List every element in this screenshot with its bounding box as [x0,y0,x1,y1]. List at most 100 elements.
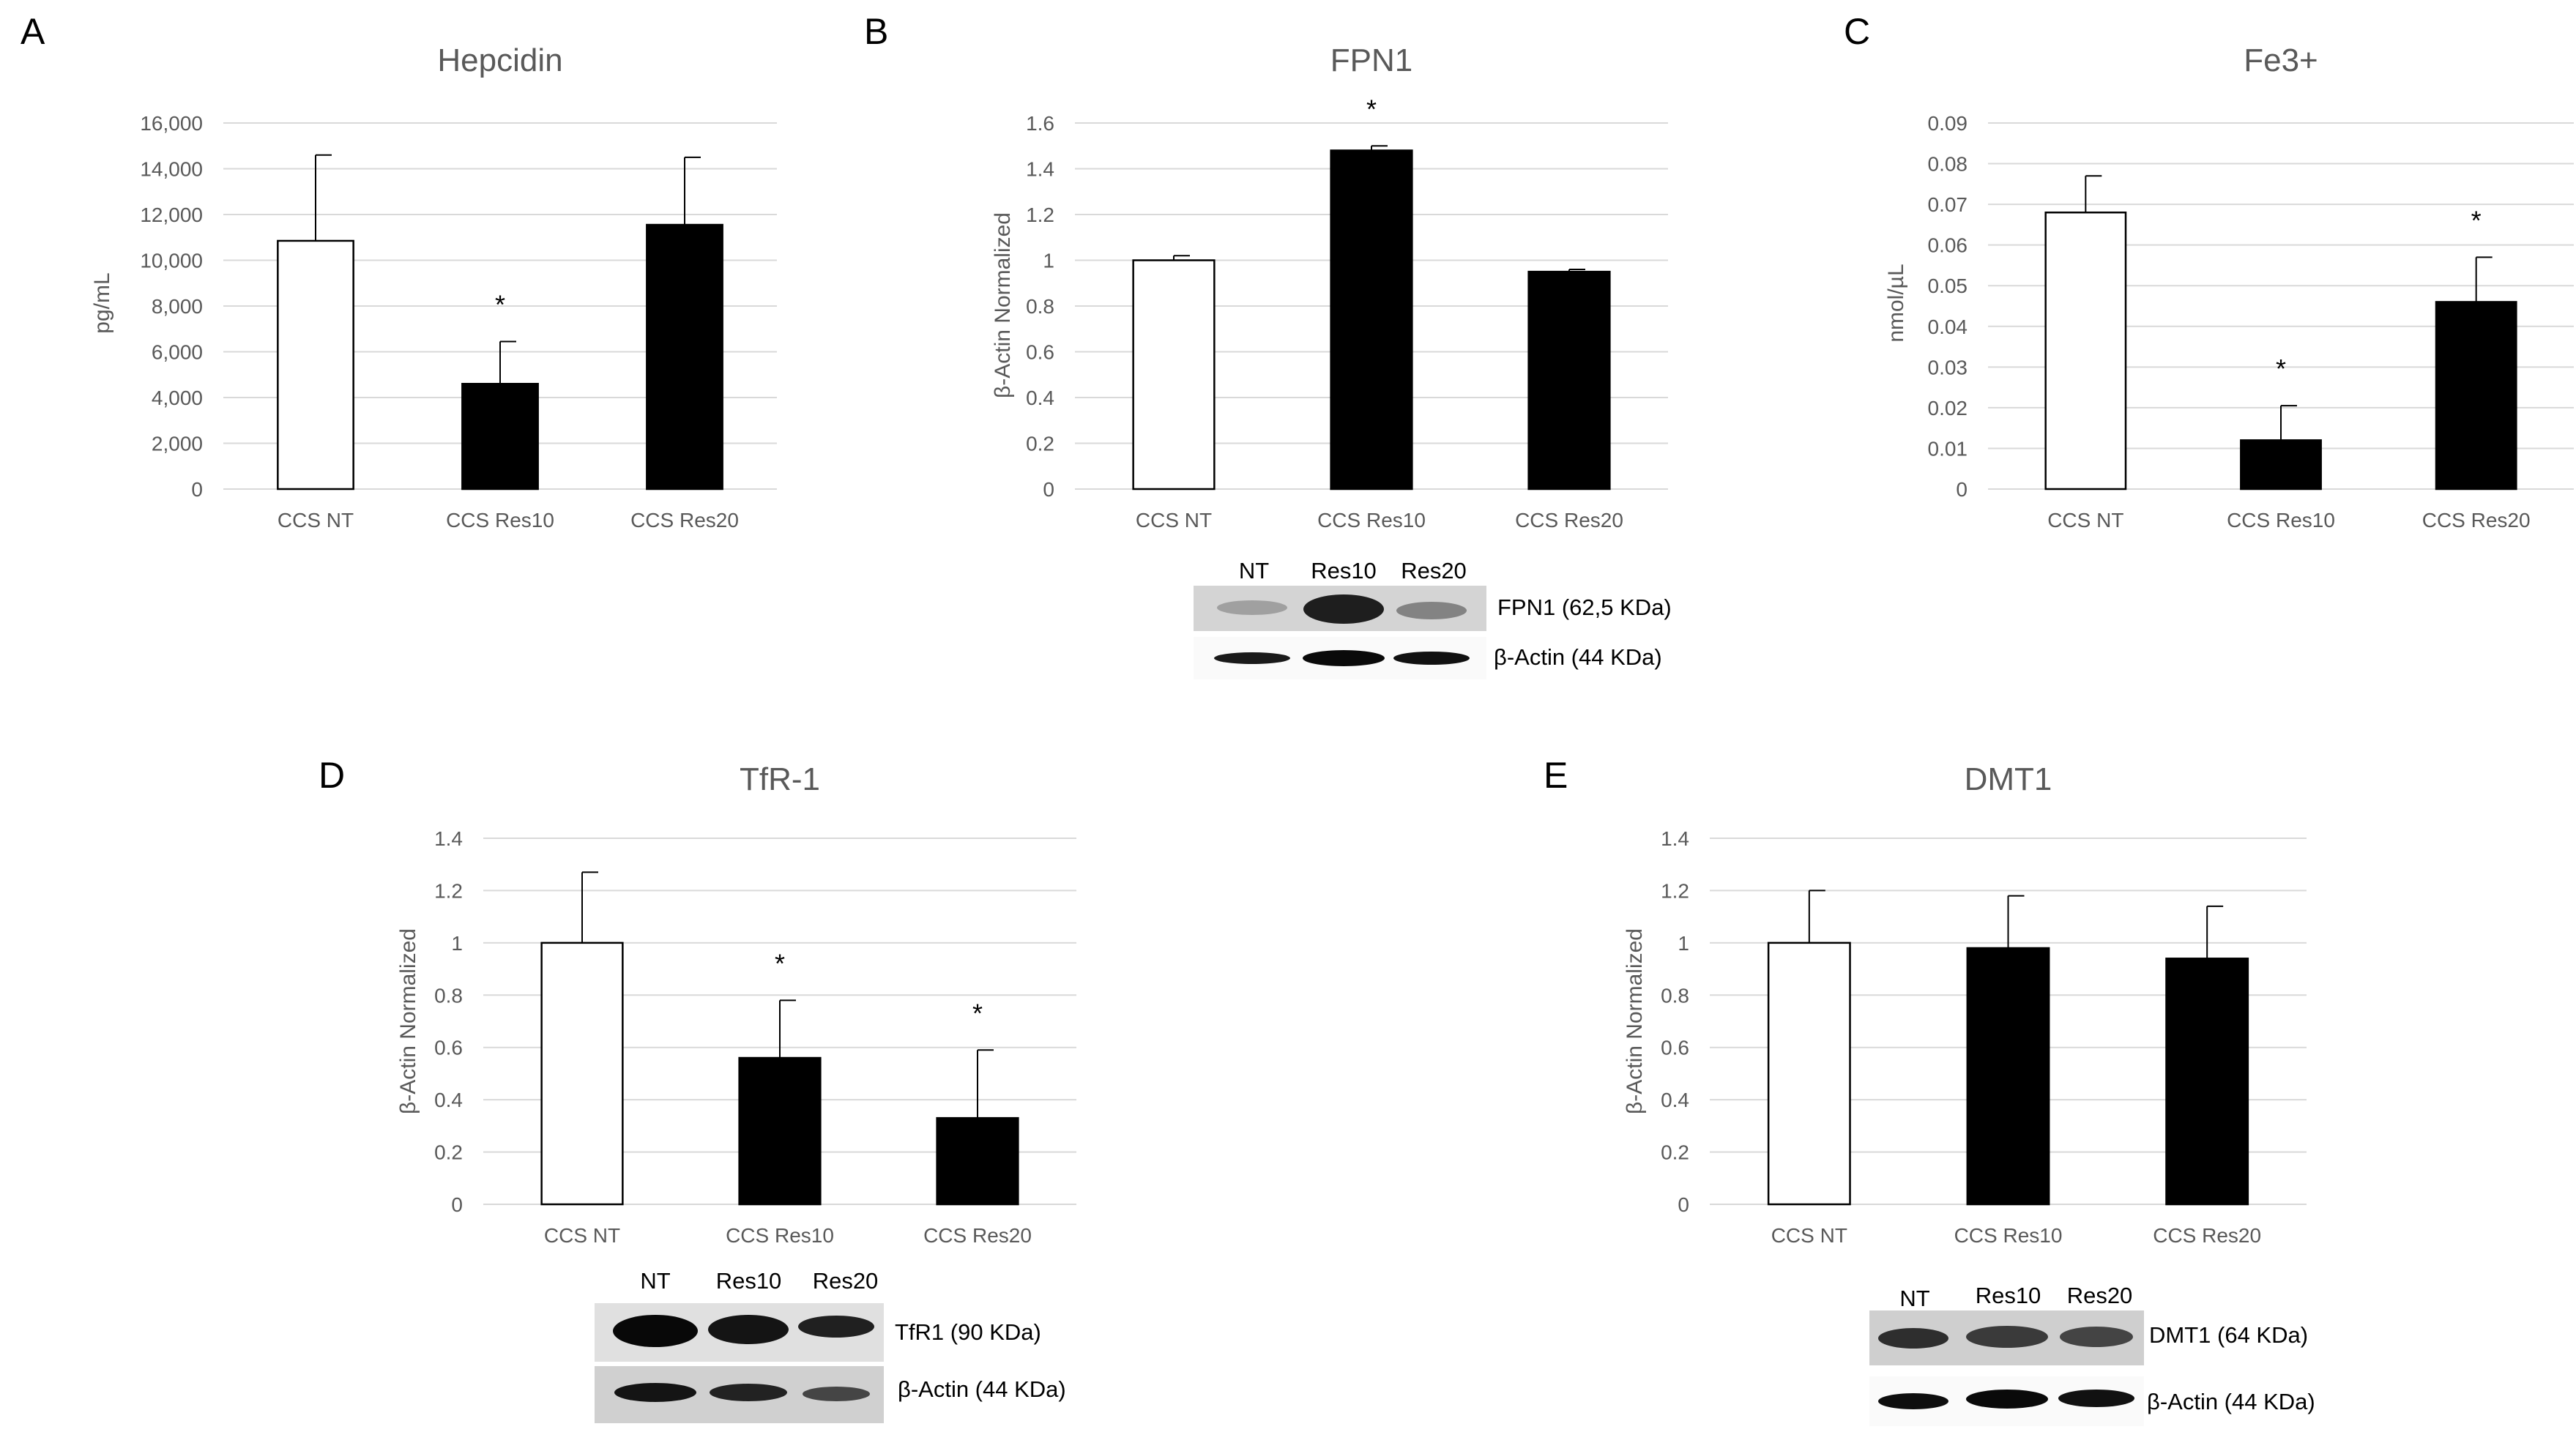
y-tick-label: 0 [191,478,203,501]
significance-marker: * [495,289,505,319]
y-tick-label: 0.4 [1026,387,1054,409]
y-tick-label: 0 [1043,478,1054,501]
chart-title: TfR-1 [740,761,820,797]
blot-lane-label: Res10 [1975,1283,2041,1308]
x-tick-label: CCS NT [2047,509,2123,532]
y-tick-label: 1.4 [434,827,463,850]
x-tick-label: CCS Res20 [1515,509,1623,532]
y-tick-label: 0.08 [1928,153,1968,176]
y-tick-label: 0.2 [1661,1141,1689,1164]
blot-band-label: β-Actin (44 KDa) [1494,644,1662,670]
y-tick-label: 10,000 [140,250,203,272]
y-tick-label: 1 [1678,932,1689,955]
blot-lane-label: Res10 [1311,558,1377,583]
blot-image [1869,1310,2144,1426]
panel-letter: E [1544,755,1568,796]
y-tick-label: 1.6 [1026,112,1054,135]
x-tick-label: CCS Res10 [1317,509,1426,532]
y-tick-label: 1 [451,932,463,955]
blot-lane-label: NT [640,1268,671,1294]
y-tick-label: 0.6 [1661,1037,1689,1059]
bar [1966,947,2050,1206]
y-tick-label: 0.03 [1928,356,1968,378]
panel-letter: C [1844,11,1871,52]
blot-band-label: DMT1 (64 KDa) [2149,1322,2309,1348]
x-tick-label: CCS Res20 [2422,509,2531,532]
bar [2165,958,2249,1206]
blot-image [595,1303,884,1423]
y-tick-label: 1.2 [1026,204,1054,226]
blot-lane-label: NT [1899,1286,1930,1311]
bar [1330,149,1413,491]
bar [1132,259,1216,491]
y-tick-label: 1.2 [1661,879,1689,902]
bar [738,1056,822,1206]
blot-lane-label: Res20 [2066,1283,2133,1308]
x-tick-label: CCS NT [544,1224,620,1247]
x-tick-label: CCS Res10 [2227,509,2335,532]
y-tick-label: 0.2 [434,1141,463,1164]
significance-marker: * [972,998,983,1028]
bar [2044,211,2127,491]
bar [277,239,354,491]
bar [1767,941,1851,1206]
y-tick-label: 0.09 [1928,112,1968,135]
y-tick-label: 0 [451,1193,463,1216]
chart-title: FPN1 [1330,42,1413,78]
x-tick-label: CCS Res10 [446,509,554,532]
y-tick-label: 0.07 [1928,193,1968,216]
y-tick-label: 8,000 [152,295,203,318]
y-tick-label: 1.4 [1661,827,1689,850]
y-tick-label: 1.2 [434,879,463,902]
significance-marker: * [775,948,785,978]
blot-lane-label: Res20 [812,1268,879,1294]
y-tick-label: 0.2 [1026,433,1054,455]
x-tick-label: CCS Res20 [2153,1224,2261,1247]
blot-band-label: β-Actin (44 KDa) [2147,1389,2315,1414]
bar [936,1116,1019,1206]
blot-band-label: β-Actin (44 KDa) [898,1376,1066,1402]
blot-lane-label: Res20 [1401,558,1467,583]
bar [646,223,723,491]
y-tick-label: 0 [1678,1193,1689,1216]
x-tick-label: CCS NT [1771,1224,1847,1247]
x-tick-label: CCS NT [278,509,354,532]
y-tick-label: 0.6 [1026,341,1054,364]
panel-letter: A [21,11,45,52]
y-tick-label: 0.4 [1661,1089,1689,1111]
blot-lane-label: NT [1238,558,1270,583]
y-tick-label: 1.4 [1026,158,1054,181]
y-tick-label: 0.06 [1928,234,1968,257]
y-tick-label: 14,000 [140,158,203,181]
bar [2240,439,2322,491]
y-tick-label: 1 [1043,250,1054,272]
y-tick-label: 0.8 [1026,295,1054,318]
y-tick-label: 0.4 [434,1089,463,1111]
bar [2435,301,2517,491]
blot-image [1194,586,1486,679]
blot-band-label: TfR1 (90 KDa) [895,1319,1041,1345]
y-tick-label: 16,000 [140,112,203,135]
chart-title: Hepcidin [437,42,563,78]
significance-marker: * [2276,354,2286,384]
y-tick-label: 4,000 [152,387,203,409]
chart-title: DMT1 [1964,761,2052,797]
blot-lane-label: Res10 [715,1268,782,1294]
chart-title: Fe3+ [2244,42,2318,78]
panel-letter: B [864,11,889,52]
significance-marker: * [2471,205,2482,235]
y-tick-label: 0.8 [434,984,463,1007]
y-tick-label: 0.8 [1661,984,1689,1007]
bar [540,941,624,1206]
bar [1527,270,1611,491]
y-tick-label: 0.02 [1928,397,1968,419]
y-tick-label: 12,000 [140,204,203,226]
y-tick-label: 6,000 [152,341,203,364]
y-tick-label: 0 [1956,478,1968,501]
y-tick-label: 0.04 [1928,316,1968,338]
